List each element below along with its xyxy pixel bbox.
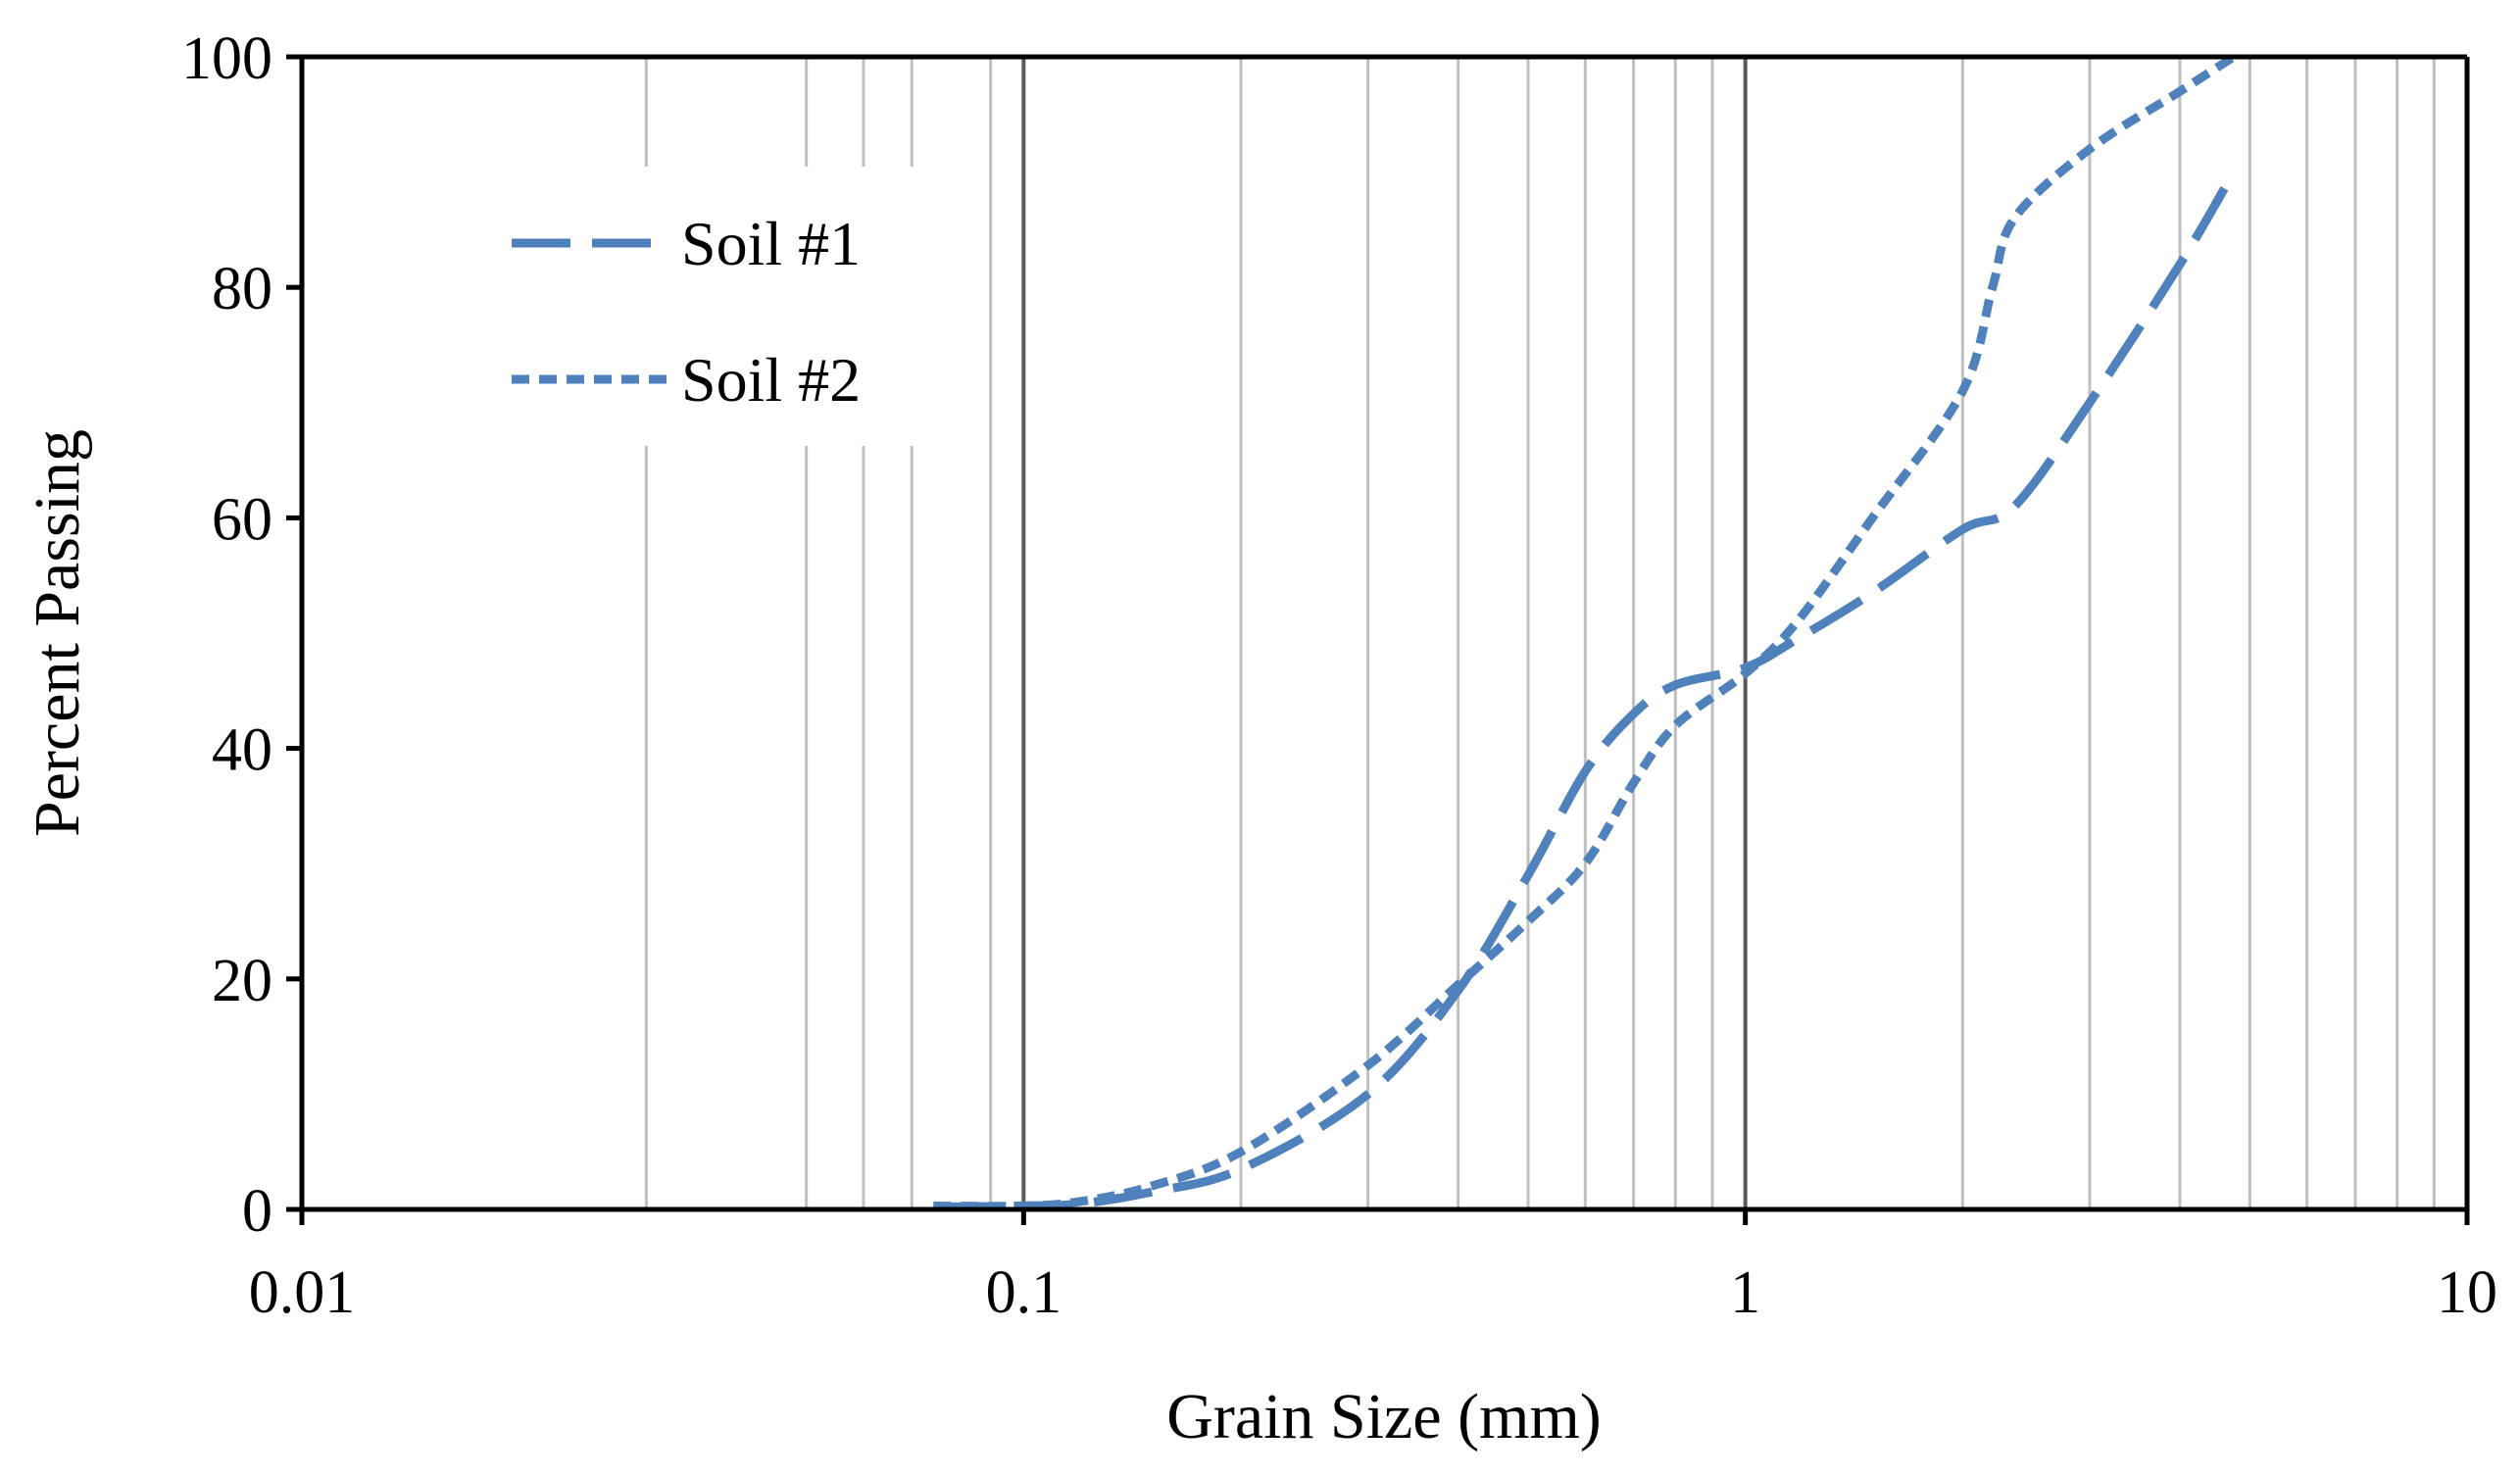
x-axis-title: Grain Size (mm) [1166, 1381, 1602, 1452]
series-line-soil-2 [933, 53, 2237, 1211]
legend-label-soil-2: Soil #2 [681, 345, 861, 415]
legend: Soil #1 Soil #2 [490, 167, 941, 446]
legend-background [490, 167, 941, 446]
x-tick-label: 10 [2437, 1259, 2497, 1326]
x-ticks: 0.01 0.1 1 10 [249, 1209, 2497, 1326]
y-tick-label: 100 [181, 25, 272, 92]
y-tick-label: 80 [212, 256, 272, 322]
y-axis-title: Percent Passing [22, 429, 93, 837]
y-tick-label: 40 [212, 717, 272, 784]
grid [644, 57, 2436, 1209]
y-tick-label: 20 [212, 948, 272, 1014]
y-tick-label: 0 [242, 1178, 272, 1245]
axes [299, 54, 2470, 1212]
legend-label-soil-1: Soil #1 [681, 209, 861, 278]
x-tick-label: 0.1 [986, 1259, 1062, 1326]
series-line-soil-1 [933, 170, 2238, 1212]
x-tick-label: 0.01 [249, 1259, 356, 1326]
x-tick-label: 1 [1730, 1259, 1760, 1326]
y-tick-label: 60 [212, 486, 272, 553]
y-ticks: 0 20 40 60 80 100 [181, 25, 302, 1245]
series-group [933, 53, 2238, 1212]
